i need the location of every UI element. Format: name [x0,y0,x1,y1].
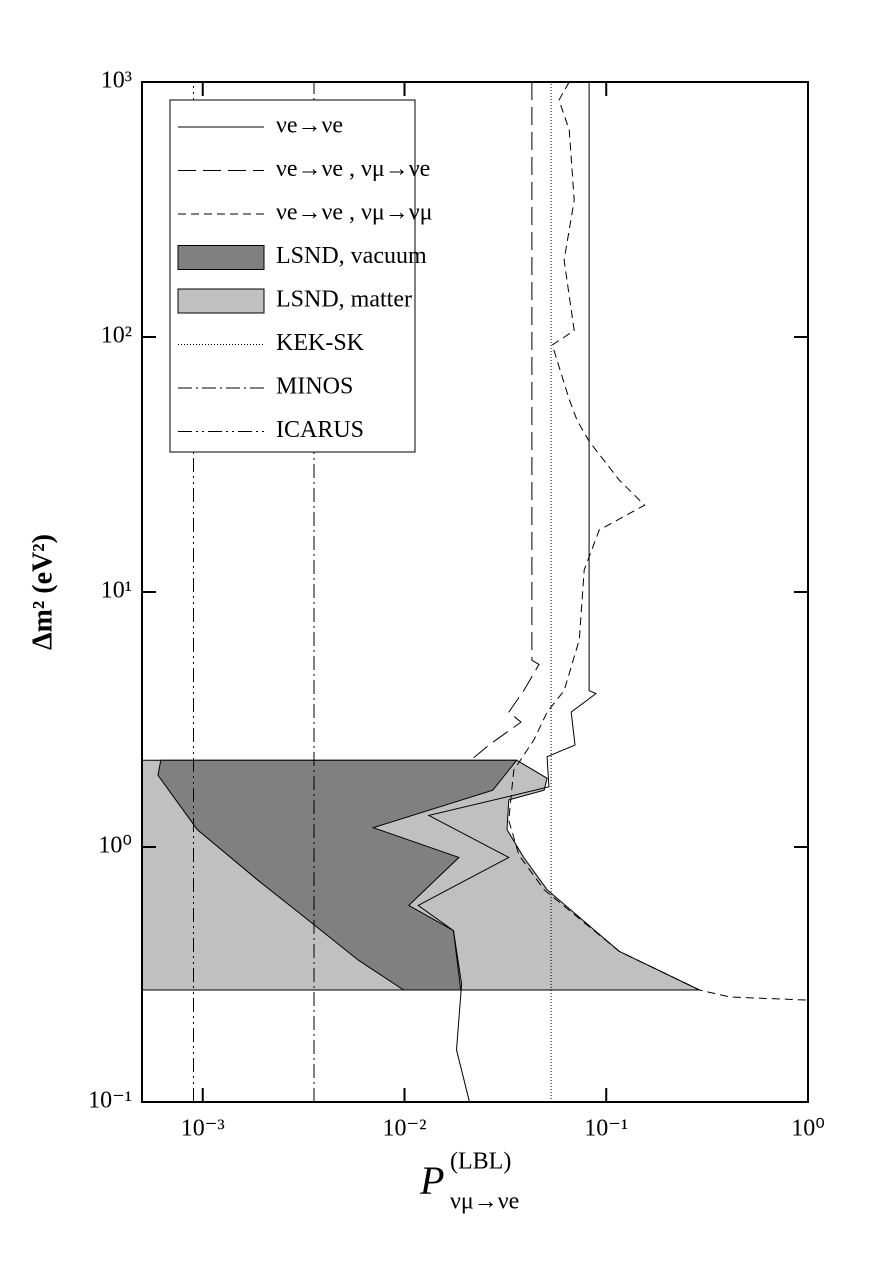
x-tick-label: 10⁻³ [181,1116,225,1142]
y-tick-label: 10² [101,323,132,349]
y-tick-label: 10⁰ [98,833,132,859]
x-tick-label: 10⁰ [791,1116,825,1142]
legend-label: νe→νe , νμ→νe [276,156,430,182]
x-axis-label-superscript: (LBL) [450,1149,511,1175]
x-tick-label: 10⁻¹ [584,1116,628,1142]
legend-label: ICARUS [276,417,364,443]
x-axis-label: P [419,1158,444,1203]
legend-box [169,99,416,453]
legend-label: LSND, vacuum [276,243,427,269]
legend-label: νe→νe , νμ→νμ [276,200,432,226]
line [508,82,808,1001]
plot-area [142,82,808,1102]
legend: νe→νe νe→νe , νμ→νe νe→νe , νμ→νμ LSND, vac… [169,99,432,453]
legend-label: νe→νe [276,113,343,139]
x-axis-label-subscript: νμ→νe [450,1189,519,1215]
line [470,82,540,761]
legend-swatch [177,288,265,314]
line [417,82,598,1102]
legend-swatch [177,245,265,270]
y-tick-label: 10³ [101,68,132,94]
legend-label: LSND, matter [276,287,412,313]
y-tick-label: 10⁻¹ [88,1088,132,1114]
legend-label: KEK-SK [276,330,365,356]
x-tick-label: 10⁻² [383,1116,427,1142]
y-tick-label: 10¹ [101,578,132,604]
y-axis-label: Δm² (eV²) [27,534,58,650]
legend-label: MINOS [276,374,353,400]
